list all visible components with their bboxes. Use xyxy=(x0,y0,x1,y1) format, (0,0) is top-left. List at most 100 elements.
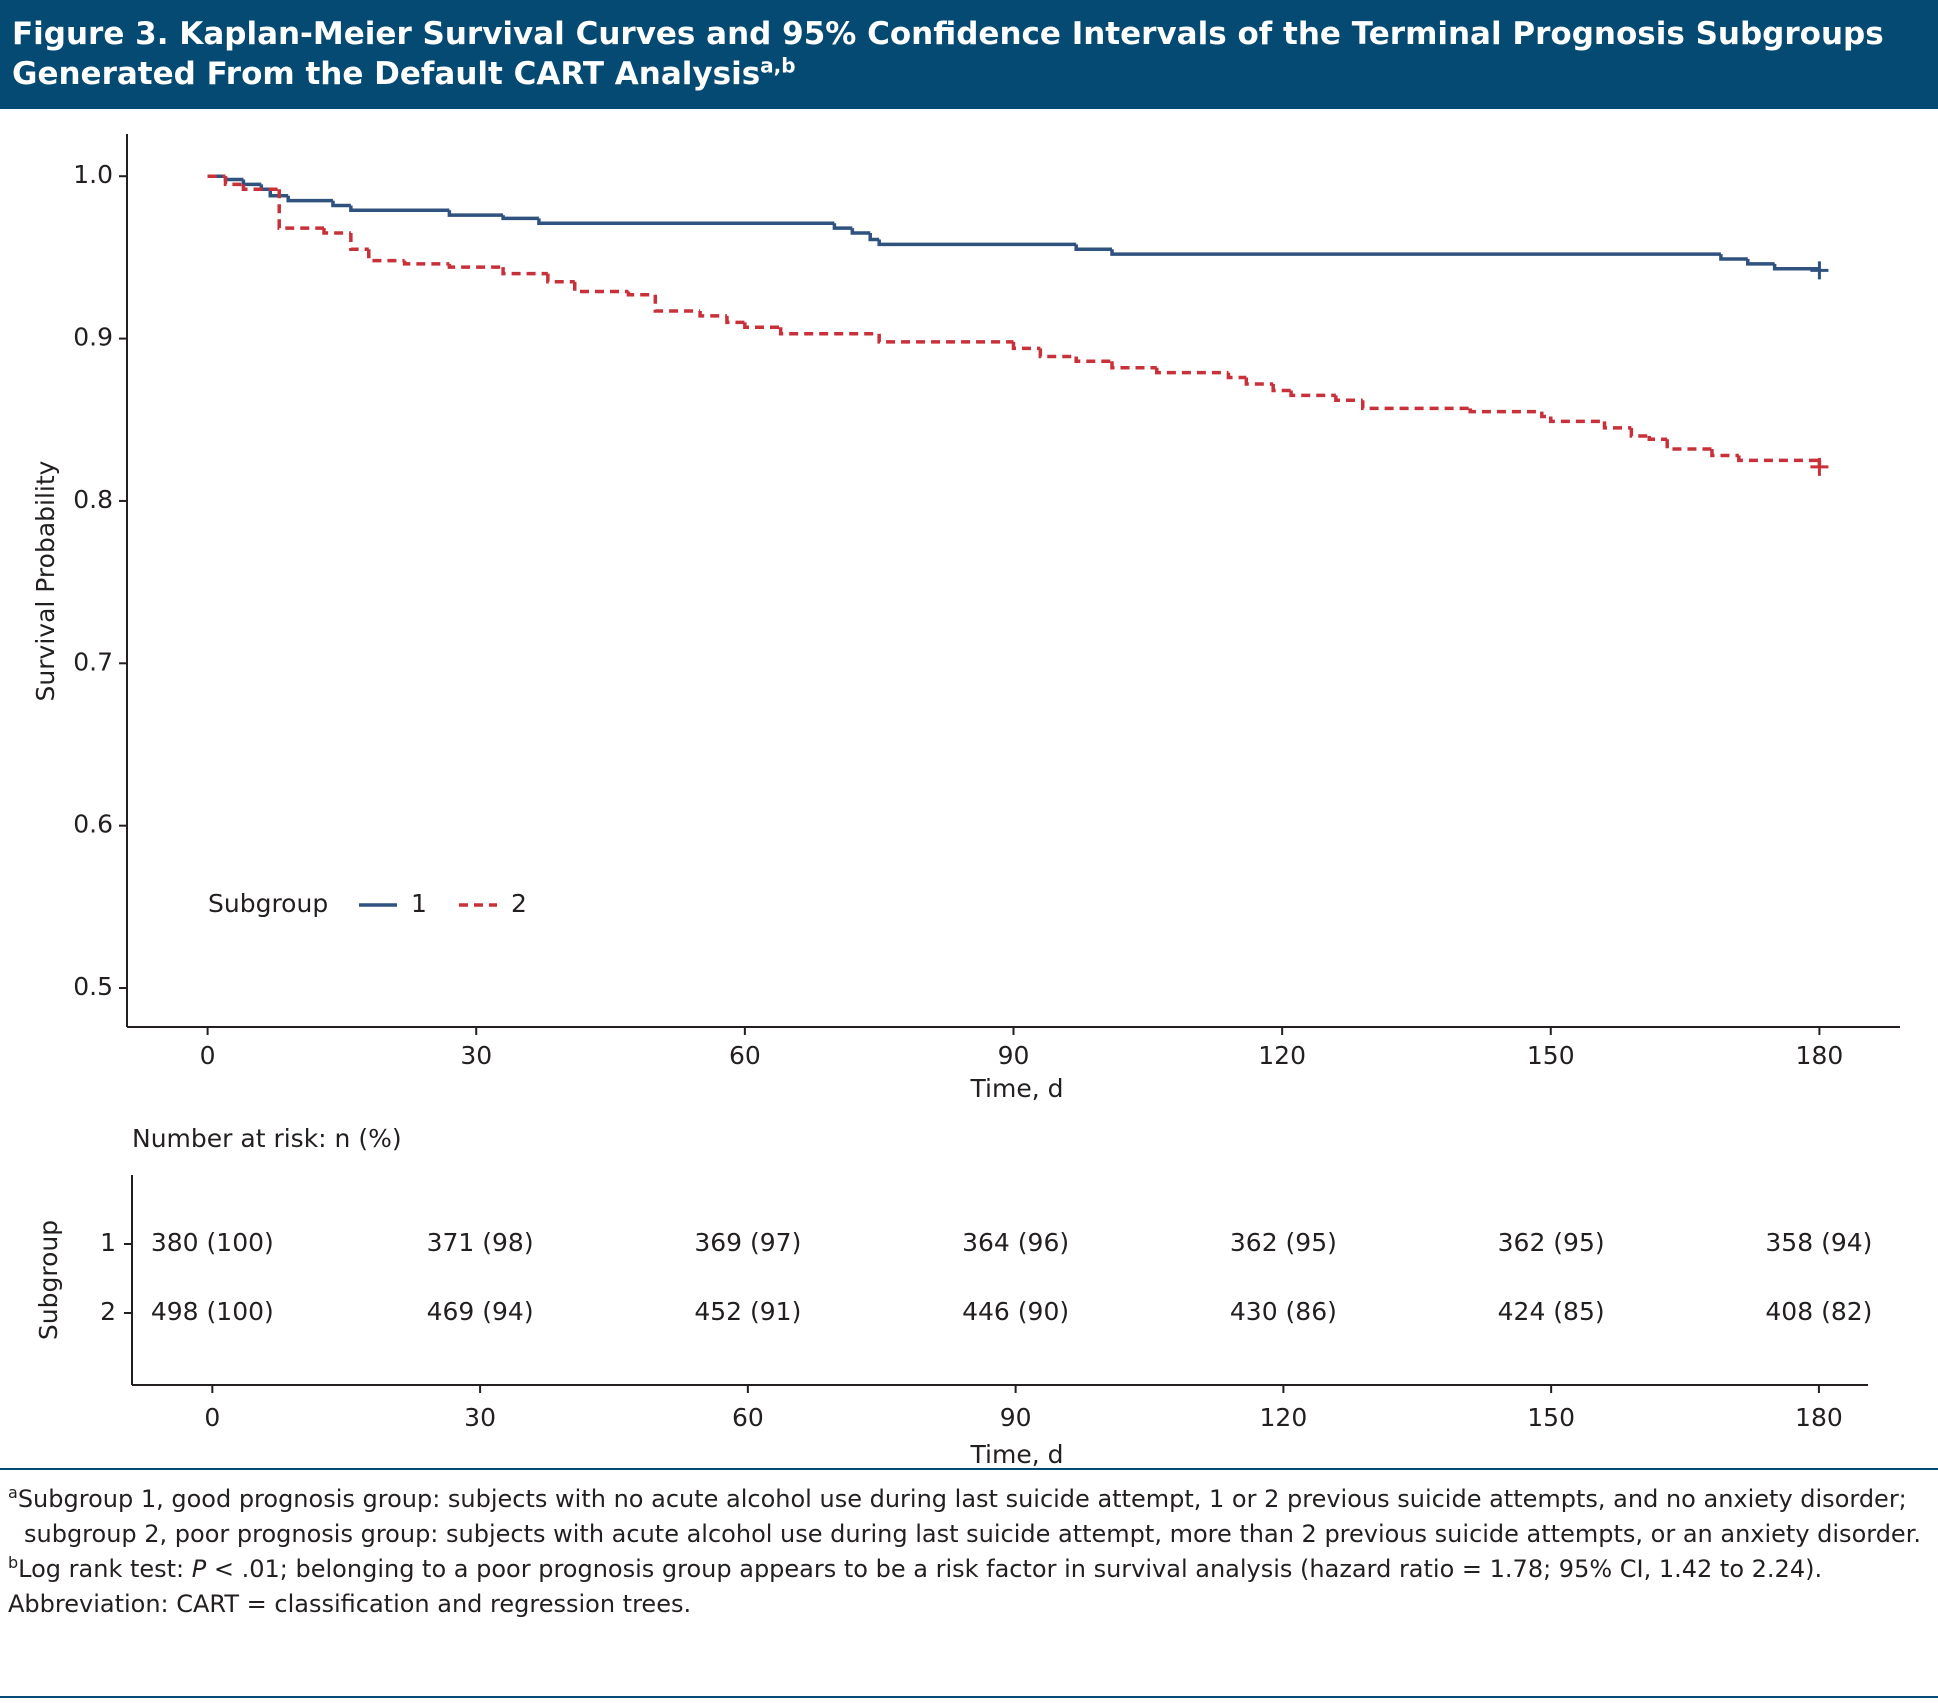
survival-step xyxy=(223,176,244,187)
survival-step xyxy=(1719,254,1748,261)
survival-step xyxy=(1271,384,1292,393)
survival-step xyxy=(778,327,880,336)
risk-table-y-label: Subgroup xyxy=(34,1220,63,1340)
survival-step xyxy=(331,200,351,208)
footnote-marker: a xyxy=(8,1483,18,1502)
risk-cell: 408 (82) xyxy=(1765,1297,1872,1326)
survival-step xyxy=(1110,361,1157,370)
risk-cell: 469 (94) xyxy=(427,1297,534,1326)
survival-step xyxy=(743,322,781,329)
survival-step xyxy=(653,294,701,313)
survival-step xyxy=(1038,348,1077,359)
risk-cell: 498 (100) xyxy=(151,1297,274,1326)
survival-step xyxy=(349,205,450,213)
footnote-text: Log rank test: xyxy=(18,1555,192,1583)
x-tick-label: 120 xyxy=(1258,1041,1306,1070)
risk-x-tick-label: 180 xyxy=(1795,1403,1843,1432)
survival-step xyxy=(1772,263,1820,271)
survival-step xyxy=(537,218,835,226)
footnotes: aSubgroup 1, good prognosis group: subje… xyxy=(0,1468,1938,1698)
footnote: aSubgroup 1, good prognosis group: subje… xyxy=(8,1482,1932,1552)
survival-step xyxy=(501,215,539,221)
survival-step xyxy=(367,249,405,263)
survival-step xyxy=(1244,377,1274,386)
survival-step xyxy=(241,184,280,191)
risk-cell: 424 (85) xyxy=(1498,1297,1605,1326)
risk-cell: 371 (98) xyxy=(427,1228,534,1257)
survival-step xyxy=(1011,341,1041,351)
survival-step xyxy=(349,233,369,252)
survival-step xyxy=(1155,367,1229,375)
survival-step xyxy=(277,189,324,230)
footnote: bLog rank test: P < .01; belonging to a … xyxy=(8,1552,1932,1587)
x-tick-label: 30 xyxy=(460,1041,492,1070)
risk-x-tick-label: 150 xyxy=(1527,1403,1575,1432)
risk-cell: 452 (91) xyxy=(694,1297,801,1326)
x-tick-label: 90 xyxy=(998,1041,1030,1070)
risk-cell: 364 (96) xyxy=(962,1228,1069,1257)
risk-x-tick-label: 60 xyxy=(732,1403,764,1432)
survival-step xyxy=(832,223,853,230)
risk-table-x-label: Time, d xyxy=(970,1440,1064,1468)
title-superscript: a,b xyxy=(760,53,796,78)
survival-step xyxy=(1226,372,1247,380)
survival-step xyxy=(572,281,629,294)
survival-step xyxy=(877,239,1077,247)
survival-step xyxy=(1549,416,1605,424)
risk-table-title: Number at risk: n (%) xyxy=(132,1124,402,1153)
survival-step xyxy=(286,195,333,203)
censor-mark xyxy=(1810,261,1829,280)
risk-x-tick-label: 0 xyxy=(204,1403,220,1432)
survival-step xyxy=(1710,448,1739,458)
footnote-marker: b xyxy=(8,1553,19,1572)
risk-cell: 358 (94) xyxy=(1765,1228,1872,1257)
survival-step xyxy=(447,263,504,269)
survival-step xyxy=(1746,259,1775,266)
risk-cell: 430 (86) xyxy=(1230,1297,1337,1326)
risk-cell: 362 (95) xyxy=(1498,1228,1605,1257)
survival-step xyxy=(1602,421,1632,430)
risk-row-label: 2 xyxy=(100,1297,116,1326)
risk-cell: 369 (97) xyxy=(694,1228,801,1257)
survival-step xyxy=(877,333,1014,344)
survival-step xyxy=(1360,400,1471,411)
risk-x-tick-label: 90 xyxy=(1000,1403,1032,1432)
survival-step xyxy=(1110,249,1721,256)
chart: Survival Probability Time, d Subgroup Nu… xyxy=(31,134,1900,1468)
risk-cell: 362 (95) xyxy=(1230,1228,1337,1257)
y-tick-label: 0.8 xyxy=(73,485,113,514)
survival-step xyxy=(447,210,504,217)
survival-step xyxy=(698,310,727,318)
figure-header: Figure 3. Kaplan-Meier Survival Curves a… xyxy=(0,0,1938,109)
survival-step xyxy=(322,228,351,235)
survival-step xyxy=(268,189,289,198)
survival-step xyxy=(402,260,450,266)
y-axis-label: Survival Probability xyxy=(31,460,60,701)
footnote-text: Abbreviation: CART = classification and … xyxy=(8,1590,692,1618)
survival-step xyxy=(546,273,575,284)
x-tick-label: 150 xyxy=(1527,1041,1575,1070)
footnote-text: P xyxy=(191,1555,207,1583)
x-tick-label: 180 xyxy=(1796,1041,1844,1070)
x-axis-label: Time, d xyxy=(970,1074,1064,1103)
y-tick-label: 0.5 xyxy=(73,972,113,1001)
x-tick-label: 0 xyxy=(200,1041,216,1070)
survival-step xyxy=(223,176,244,182)
survival-step xyxy=(1540,411,1551,419)
survival-step xyxy=(501,267,548,276)
survival-step xyxy=(725,315,745,325)
survival-step xyxy=(1629,427,1650,438)
y-tick-label: 0.9 xyxy=(73,323,113,352)
survival-step xyxy=(626,291,656,297)
survival-step xyxy=(1289,390,1336,398)
survival-step xyxy=(868,233,880,242)
survival-step xyxy=(1074,244,1112,252)
footnote: Abbreviation: CART = classification and … xyxy=(8,1587,1932,1622)
legend-label: 2 xyxy=(511,889,527,918)
y-tick-label: 0.7 xyxy=(73,647,113,676)
survival-step xyxy=(1737,455,1820,463)
survival-step xyxy=(1665,439,1712,451)
risk-x-tick-label: 30 xyxy=(464,1403,496,1432)
survival-step xyxy=(1468,408,1542,414)
